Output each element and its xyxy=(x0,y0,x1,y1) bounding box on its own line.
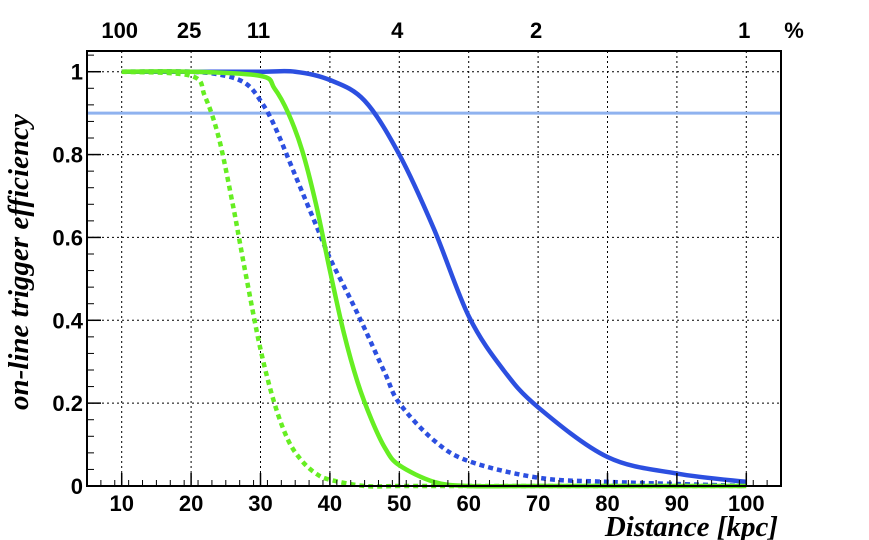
x-tick-label: 40 xyxy=(318,491,342,516)
y-tick-label: 1 xyxy=(71,60,83,85)
y-tick-label: 0.4 xyxy=(52,308,83,333)
x-tick-label: 10 xyxy=(109,491,133,516)
top-axis-unit: % xyxy=(784,18,804,43)
x-axis-title: Distance [kpc] xyxy=(604,511,778,540)
top-axis-label: 11 xyxy=(247,18,270,43)
x-tick-label: 90 xyxy=(665,491,689,516)
x-tick-label: 20 xyxy=(179,491,203,516)
x-tick-label: 70 xyxy=(526,491,550,516)
y-tick-label: 0.8 xyxy=(52,143,83,168)
x-tick-label: 50 xyxy=(387,491,411,516)
blue-dotted-series-line xyxy=(121,69,747,489)
top-axis-label: 1 xyxy=(738,18,750,43)
x-tick-label: 80 xyxy=(595,491,619,516)
label-layer: 10 20 30 40 50 60 70 80 90 100 0 0.2 0.4 0.6 0.8 1 100 25… xyxy=(52,18,803,516)
axis-layer xyxy=(86,50,782,487)
y-tick-label: 0.2 xyxy=(52,391,83,416)
y-tick-label: 0.6 xyxy=(52,225,83,250)
top-axis-label: 100 xyxy=(101,18,138,43)
x-tick-label: 60 xyxy=(456,491,480,516)
top-axis-label: 25 xyxy=(177,18,201,43)
y-axis-title: on-line trigger efficiency xyxy=(3,114,35,410)
grid-layer xyxy=(87,51,781,486)
x-tick-label: 100 xyxy=(728,491,765,516)
y-tick-label: 0 xyxy=(71,474,83,499)
blue-solid-series-line xyxy=(121,68,747,485)
top-axis-label: 4 xyxy=(391,18,404,43)
top-axis-label: 2 xyxy=(530,18,542,43)
x-tick-label: 30 xyxy=(248,491,272,516)
